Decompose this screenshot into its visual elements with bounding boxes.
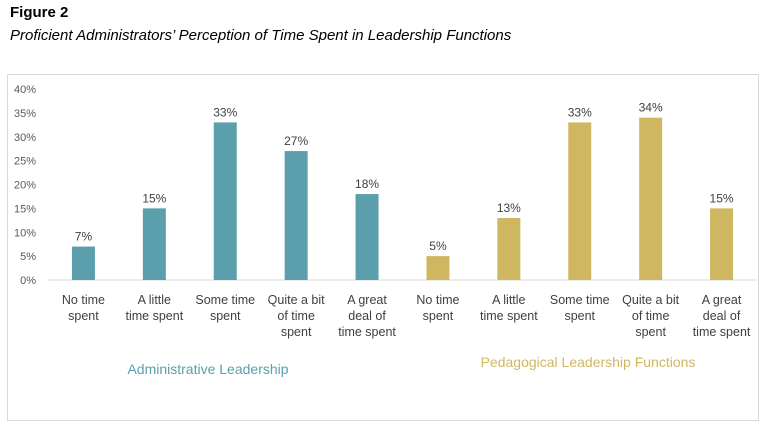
x-category-line: Quite a bit — [268, 293, 326, 307]
y-tick-label: 20% — [14, 180, 36, 192]
figure-label: Figure 2 — [10, 4, 69, 21]
x-category-line: spent — [281, 325, 312, 339]
data-label: 27% — [284, 134, 308, 148]
x-category-line: A great — [347, 293, 387, 307]
x-category-line: Quite a bit — [622, 293, 680, 307]
bar-administrative — [142, 208, 166, 280]
data-label: 15% — [710, 191, 734, 205]
y-tick-label: 30% — [14, 132, 36, 144]
bar-pedagogical — [497, 217, 521, 280]
x-category-label: A great deal of time spent — [693, 293, 751, 339]
bar-pedagogical — [426, 256, 450, 280]
x-category-label: No time spent — [62, 293, 105, 323]
x-category-line: No time — [62, 293, 105, 307]
data-label: 34% — [639, 101, 663, 115]
bar-administrative — [213, 122, 237, 280]
bar-pedagogical — [568, 122, 592, 280]
x-category-label: Quite a bit of time spent — [268, 293, 326, 339]
y-tick-label: 25% — [14, 156, 36, 168]
x-category-label: A little time spent — [126, 293, 184, 323]
x-category-line: A great — [702, 293, 742, 307]
y-tick-label: 40% — [14, 84, 36, 96]
x-category-line: A little — [138, 293, 171, 307]
x-category-line: Some time — [550, 293, 610, 307]
group-label-pedagogical: Pedagogical Leadership Functions — [481, 354, 696, 370]
bar-pedagogical — [710, 208, 734, 280]
data-label: 7% — [75, 230, 93, 244]
x-category-line: spent — [564, 309, 595, 323]
x-category-line: time spent — [338, 325, 396, 339]
group-label-administrative: Administrative Leadership — [127, 361, 288, 377]
y-tick-label: 35% — [14, 108, 36, 120]
x-category-label: Quite a bit of time spent — [622, 293, 680, 339]
x-category-line: of time — [277, 309, 315, 323]
x-category-line: No time — [416, 293, 459, 307]
x-category-line: spent — [210, 309, 241, 323]
x-category-line: time spent — [480, 309, 538, 323]
y-tick-label: 0% — [20, 275, 36, 287]
x-category-line: deal of — [703, 309, 741, 323]
x-category-line: spent — [635, 325, 666, 339]
x-category-line: deal of — [348, 309, 386, 323]
bar-pedagogical — [639, 117, 663, 281]
y-tick-label: 5% — [20, 251, 36, 263]
figure-title: Proficient Administrators’ Perception of… — [10, 27, 512, 44]
y-tick-label: 15% — [14, 203, 36, 215]
x-category-line: spent — [423, 309, 454, 323]
data-label: 5% — [429, 239, 447, 253]
data-label: 13% — [497, 201, 521, 215]
bar-administrative — [284, 151, 308, 280]
x-category-label: Some time spent — [195, 293, 255, 323]
x-category-line: A little — [492, 293, 525, 307]
y-tick-label: 10% — [14, 227, 36, 239]
data-label: 33% — [213, 105, 237, 119]
x-category-label: Some time spent — [550, 293, 610, 323]
x-category-label: No time spent — [416, 293, 459, 323]
x-category-label: A little time spent — [480, 293, 538, 323]
x-category-line: of time — [632, 309, 670, 323]
x-category-line: spent — [68, 309, 99, 323]
data-label: 33% — [568, 105, 592, 119]
x-category-line: time spent — [693, 325, 751, 339]
bar-administrative — [71, 246, 95, 280]
chart-frame — [7, 74, 759, 421]
x-category-line: time spent — [126, 309, 184, 323]
x-category-line: Some time — [195, 293, 255, 307]
data-label: 15% — [142, 191, 166, 205]
data-label: 18% — [355, 177, 379, 191]
x-category-label: A great deal of time spent — [338, 293, 396, 339]
bar-administrative — [355, 194, 379, 280]
